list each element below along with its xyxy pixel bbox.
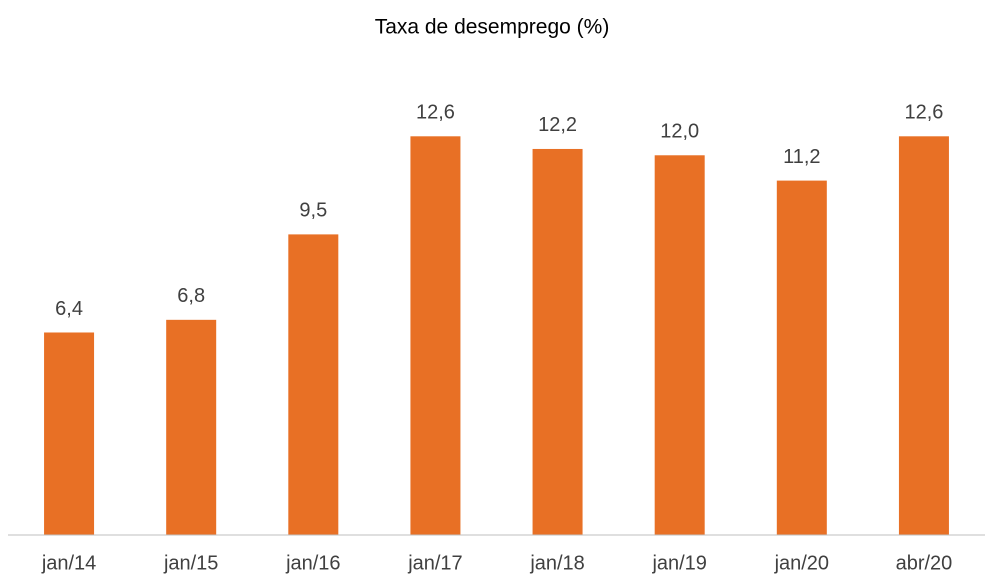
bar [166, 319, 217, 535]
bar [654, 155, 705, 536]
bar [410, 136, 461, 536]
x-tick-label: jan/18 [529, 552, 585, 574]
data-label: 6,8 [177, 285, 205, 307]
data-label: 12,0 [660, 121, 699, 143]
x-tick-label: jan/19 [651, 552, 707, 574]
bar [898, 136, 949, 536]
bar [776, 180, 827, 535]
data-label: 12,2 [538, 114, 577, 136]
bar [44, 332, 95, 535]
x-tick-label: jan/15 [163, 552, 219, 574]
data-label: 11,2 [783, 146, 820, 168]
x-tick-label: jan/17 [407, 552, 463, 574]
bar [532, 148, 583, 535]
x-tick-label: jan/14 [41, 552, 97, 574]
chart-title: Taxa de desemprego (%) [375, 16, 610, 39]
data-label: 9,5 [299, 200, 327, 222]
x-tick-label: jan/16 [285, 552, 341, 574]
data-label: 6,4 [55, 298, 83, 320]
data-label: 12,6 [904, 102, 943, 124]
x-tick-label: jan/20 [774, 552, 830, 574]
data-label: 12,6 [416, 102, 455, 124]
x-tick-label: abr/20 [896, 552, 953, 574]
bar [288, 234, 339, 535]
